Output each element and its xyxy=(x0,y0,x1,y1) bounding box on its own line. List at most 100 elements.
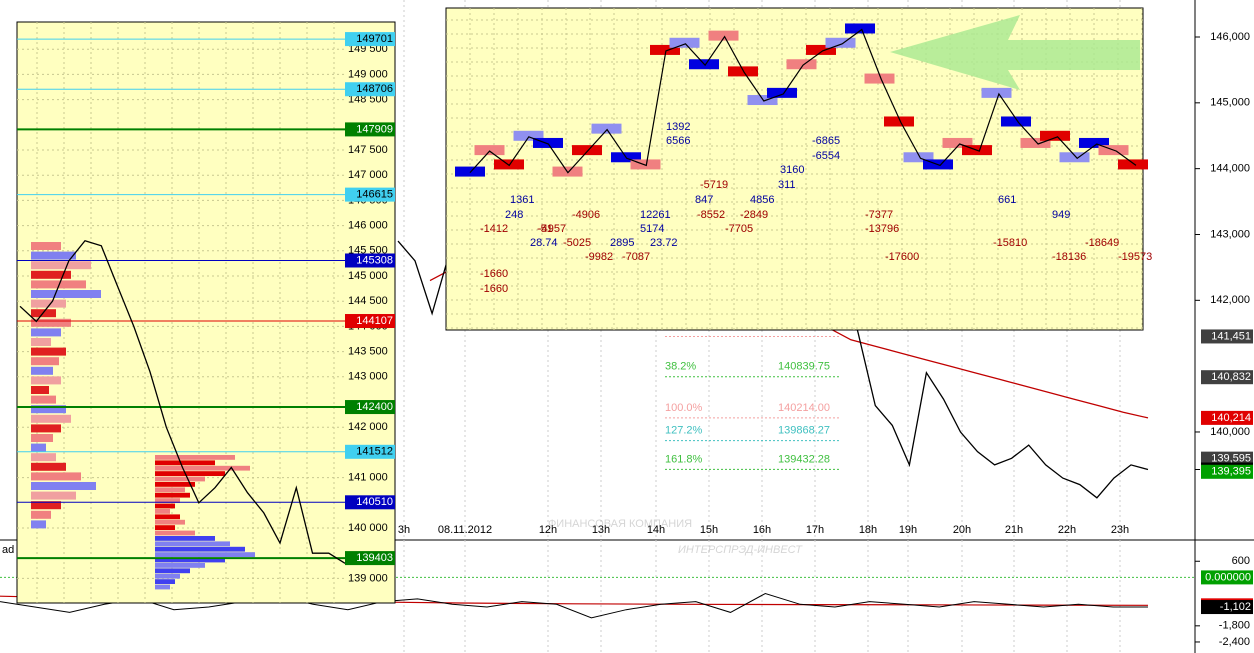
order-block xyxy=(1059,152,1090,163)
volume-bar xyxy=(31,520,46,529)
volume-bar xyxy=(31,251,76,260)
order-block xyxy=(1020,137,1051,148)
osc-tag xyxy=(1201,570,1253,585)
order-block xyxy=(630,159,661,170)
order-number: -4906 xyxy=(572,209,600,221)
volume-bar xyxy=(31,299,66,308)
level-tag-label: 146615 xyxy=(356,189,393,201)
volume-bar xyxy=(31,491,76,500)
order-block xyxy=(825,37,856,48)
level-tag-label: 149701 xyxy=(356,33,393,45)
volume-bar xyxy=(31,414,71,423)
level-tag xyxy=(345,551,395,566)
y-tick-label: -1,800 xyxy=(1219,620,1250,632)
volume-bar xyxy=(31,443,46,452)
panel-tick-label: 142 000 xyxy=(348,421,388,433)
level-tag-label: 145308 xyxy=(356,254,393,266)
panel-price-line xyxy=(19,239,346,564)
time-label: 20h xyxy=(953,524,971,536)
price-tag xyxy=(1201,370,1253,385)
time-label: 19h xyxy=(899,524,917,536)
time-label: 21h xyxy=(1005,524,1023,536)
volume-bar xyxy=(155,492,190,498)
side-label: ad xyxy=(2,544,14,556)
fib-price: 139432.28 xyxy=(778,453,830,465)
order-number: -5025 xyxy=(563,237,591,249)
time-label: 14h xyxy=(647,524,665,536)
order-number: 3160 xyxy=(780,164,804,176)
order-number: -1412 xyxy=(480,223,508,235)
volume-bar xyxy=(31,405,66,414)
panel-tick-label: 145 000 xyxy=(348,270,388,282)
volume-bar xyxy=(31,453,56,462)
volume-bar xyxy=(155,546,245,552)
level-tag xyxy=(345,400,395,415)
order-block xyxy=(1040,130,1070,141)
oscillator-line xyxy=(0,592,1148,619)
order-number: -51 xyxy=(537,223,553,235)
order-block xyxy=(474,145,505,156)
order-block xyxy=(806,44,836,55)
volume-bar xyxy=(155,455,235,460)
level-tag-label: 139403 xyxy=(356,552,393,564)
volume-bar xyxy=(31,357,59,366)
level-tag-label: 147909 xyxy=(356,123,393,135)
y-tick-label: -2,400 xyxy=(1219,636,1250,648)
order-number: -6865 xyxy=(812,135,840,147)
order-number: 1392 xyxy=(666,121,690,133)
volume-bar xyxy=(155,579,175,584)
order-number: 248 xyxy=(505,209,523,221)
fib-label: 161.8% xyxy=(665,453,703,465)
volume-bar xyxy=(31,472,81,481)
level-tag xyxy=(345,122,395,137)
volume-bar xyxy=(155,471,225,476)
time-label: 16h xyxy=(753,524,771,536)
order-block xyxy=(494,159,524,170)
volume-bar xyxy=(31,434,53,442)
green-arrow xyxy=(890,15,1140,90)
order-number: -15810 xyxy=(993,237,1027,249)
volume-bar xyxy=(155,514,180,520)
volume-bar xyxy=(31,395,56,404)
volume-bar xyxy=(155,482,195,487)
y-tick-label: 140,000 xyxy=(1210,426,1250,438)
fib-label: 38.2% xyxy=(665,361,696,373)
volume-bar xyxy=(155,509,170,514)
panel-tick-label: 143 500 xyxy=(348,346,388,358)
volume-bar xyxy=(31,462,66,471)
y-tick-label: 144,000 xyxy=(1210,163,1250,175)
volume-bar xyxy=(31,318,71,327)
volume-bar xyxy=(31,424,61,433)
order-block xyxy=(513,130,544,141)
volume-bar xyxy=(31,501,61,510)
order-block xyxy=(650,44,680,55)
fib-price: 140214.00 xyxy=(778,402,830,414)
price-tag xyxy=(1201,451,1253,466)
volume-bar xyxy=(31,347,66,356)
panel-tick-label: 143 000 xyxy=(348,371,388,383)
level-tag xyxy=(345,187,395,202)
order-number: 1361 xyxy=(510,194,534,206)
order-number: -1660 xyxy=(480,283,508,295)
y-tick-label: 142,000 xyxy=(1210,294,1250,306)
volume-bar xyxy=(155,525,175,530)
watermark: ФИНАНСОВАЯ КОМПАНИЯ ИНТЕРСПРЭД-ИНВЕСТ xyxy=(548,518,803,556)
order-number: -6554 xyxy=(812,150,840,162)
panel-tick-label: 149 500 xyxy=(348,43,388,55)
order-number: 23.72 xyxy=(650,237,678,249)
volume-bar xyxy=(155,519,185,525)
level-tag-label: 148706 xyxy=(356,83,393,95)
order-number: -7377 xyxy=(865,209,893,221)
order-number: -13796 xyxy=(865,223,899,235)
volume-bar xyxy=(31,261,91,270)
volume-bar xyxy=(155,460,215,466)
volume-bar xyxy=(155,503,175,509)
price-tag-label: 140,832 xyxy=(1211,371,1251,383)
osc-tag-label: -1,102 xyxy=(1220,601,1251,613)
order-block xyxy=(864,73,895,84)
watermark-line: ФИНАНСОВАЯ КОМПАНИЯ xyxy=(548,518,692,530)
volume-bar xyxy=(31,386,49,394)
volume-bar xyxy=(31,270,71,279)
order-number: 6566 xyxy=(666,135,690,147)
